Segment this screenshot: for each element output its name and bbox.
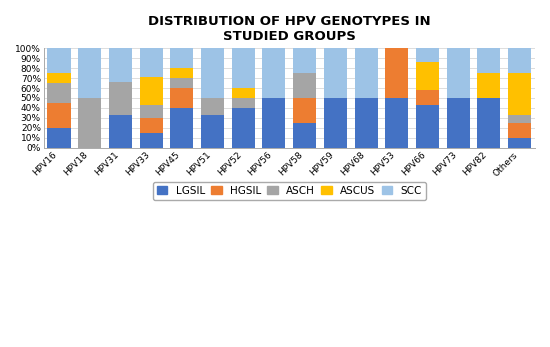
Bar (508, 115, 531, 123)
Bar (109, 115, 132, 147)
Bar (293, 98, 316, 123)
Bar (386, 98, 408, 147)
Bar (324, 98, 347, 147)
Bar (355, 48, 378, 98)
Bar (416, 48, 439, 62)
Bar (508, 138, 531, 147)
Bar (78, 98, 101, 147)
Bar (355, 98, 378, 147)
Bar (140, 48, 163, 77)
Bar (416, 105, 439, 147)
Bar (170, 108, 194, 147)
Bar (170, 88, 194, 108)
Bar (508, 73, 531, 115)
Bar (477, 98, 500, 147)
Bar (201, 115, 224, 147)
Bar (477, 73, 500, 98)
Bar (508, 123, 531, 138)
Bar (140, 105, 163, 118)
Bar (47, 48, 70, 73)
Bar (201, 48, 224, 98)
Bar (140, 133, 163, 147)
Bar (170, 78, 194, 88)
Bar (47, 83, 70, 103)
Bar (477, 48, 500, 73)
Bar (109, 48, 132, 82)
Bar (386, 48, 408, 98)
Bar (232, 98, 255, 108)
Bar (140, 77, 163, 105)
Bar (293, 73, 316, 98)
Bar (447, 48, 470, 98)
Bar (232, 48, 255, 88)
Bar (232, 108, 255, 147)
Bar (416, 90, 439, 105)
Bar (47, 103, 70, 128)
Bar (170, 48, 194, 68)
Bar (293, 123, 316, 147)
Bar (47, 73, 70, 83)
Title: DISTRIBUTION OF HPV GENOTYPES IN
STUDIED GROUPS: DISTRIBUTION OF HPV GENOTYPES IN STUDIED… (148, 15, 431, 43)
Bar (47, 128, 70, 147)
Bar (78, 48, 101, 98)
Bar (324, 48, 347, 98)
Bar (262, 98, 285, 147)
Legend: LGSIL, HGSIL, ASCH, ASCUS, SCC: LGSIL, HGSIL, ASCH, ASCUS, SCC (153, 181, 426, 200)
Bar (232, 88, 255, 98)
Bar (201, 98, 224, 115)
Bar (508, 48, 531, 73)
Bar (447, 98, 470, 147)
Bar (140, 118, 163, 133)
Bar (170, 68, 194, 78)
Bar (262, 48, 285, 98)
Bar (293, 48, 316, 73)
Bar (416, 62, 439, 90)
Bar (109, 82, 132, 115)
